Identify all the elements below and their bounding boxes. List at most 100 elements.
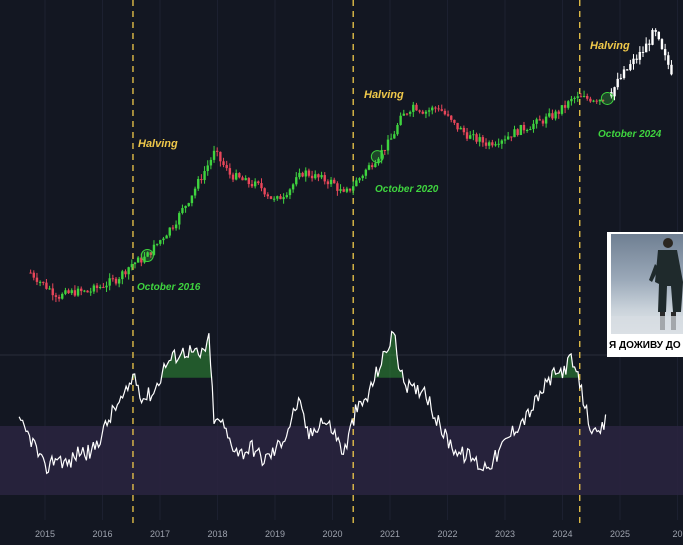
x-tick-label: 2024 [552,529,573,539]
candle [529,129,532,131]
x-tick-label: 2023 [494,529,516,539]
x-tick-label: 2021 [379,529,401,539]
x-tick-label: 2016 [92,529,113,539]
x-tick-label: 20 [672,529,683,539]
candle [443,110,447,115]
candle [554,111,557,119]
halving-label-2024: Halving [590,40,630,52]
candle [57,296,61,299]
candle [503,139,507,141]
candle [130,264,134,268]
candle [396,124,399,135]
candle [209,159,213,166]
candle [301,172,304,177]
candle [333,179,336,184]
x-tick-label: 2025 [609,529,631,539]
candle [317,174,320,178]
candle [146,252,149,257]
halving-label-2016: Halving [138,138,178,150]
candle [465,132,469,139]
candle [589,98,592,102]
candle [506,136,510,140]
candle [386,139,390,151]
projection-candle [651,29,654,45]
candle [168,227,171,236]
candle [241,177,244,181]
candle [133,262,137,265]
candle [402,113,405,116]
candle [361,175,364,179]
candle [370,165,374,168]
candle [380,149,383,159]
candle [329,179,333,185]
candle [291,184,295,190]
candle [459,127,462,130]
candle [582,95,586,97]
candle [339,189,342,191]
candle [80,288,83,292]
candle [393,134,396,139]
candle [76,288,80,296]
candle [576,96,579,98]
projection-candle [638,51,642,60]
candle [323,175,326,182]
projection-candle [619,77,623,79]
candle [149,252,152,255]
candle [121,271,124,280]
projection-candle [648,43,651,45]
candle [171,227,175,229]
candle [586,95,589,99]
candle [345,188,349,192]
candle [573,97,576,99]
candle [83,290,86,292]
candle [86,290,89,293]
candle [42,281,45,283]
candle [190,195,194,204]
price-candles [29,90,605,303]
candle [314,174,317,179]
halving-label-2020: Halving [364,89,404,101]
projection-candle [641,51,645,53]
candle [551,113,554,119]
projection-candle [670,64,673,75]
candle [408,111,412,114]
candle [352,186,355,191]
candle [35,277,39,282]
candle [462,127,466,133]
candle [234,173,238,180]
candle [412,104,415,112]
candle [152,244,156,255]
candle [32,272,35,278]
candle [200,178,203,181]
candle [257,181,260,184]
candle [519,124,523,135]
candle [105,285,108,288]
candle [440,109,443,111]
candle [54,295,58,297]
candle [532,123,535,130]
candle [298,172,301,178]
candle [29,272,32,274]
candle [434,107,437,109]
candle [73,290,77,296]
candle [478,137,481,142]
candle [266,194,270,197]
candle [162,238,165,241]
meme-photo [611,234,683,334]
candle [405,113,409,115]
candle [595,100,598,102]
october-marker [370,150,384,164]
candle [225,165,228,169]
projection-candle [635,58,638,60]
candle [95,285,99,288]
october-2020-label: October 2020 [375,184,439,195]
candle [253,181,257,187]
candle [114,278,118,284]
candle [307,170,311,176]
candle [165,235,168,239]
meme-caption: Я ДОЖИВУ ДО [609,340,681,351]
candle [174,224,178,229]
projection-candle [654,29,657,32]
candle [497,143,500,145]
